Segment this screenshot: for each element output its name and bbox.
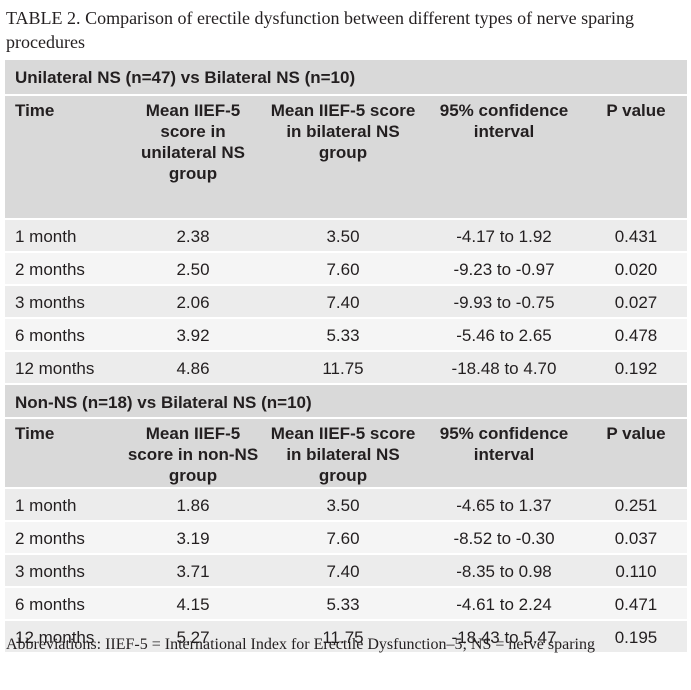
header-mean-group-b: Mean IIEF-5 score in bilateral NS group <box>270 101 416 162</box>
cell-mean-a: 3.71 <box>176 562 210 581</box>
table-row: 2 months 3.19 7.60 -8.52 to -0.30 0.037 <box>5 520 687 553</box>
cell-time: 3 months <box>15 562 85 581</box>
cell-ci: -9.23 to -0.97 <box>453 260 555 279</box>
cell-time: 6 months <box>15 326 85 345</box>
cell-p-value: 0.037 <box>614 529 658 548</box>
cell-mean-b: 3.50 <box>326 227 360 246</box>
cell-p-value: 0.192 <box>614 359 658 378</box>
cell-mean-a: 5.27 <box>176 628 210 647</box>
cell-mean-a: 3.19 <box>176 529 210 548</box>
header-time: Time <box>15 424 55 443</box>
header-mean-group-a: Mean IIEF-5 score in non-NS group <box>127 424 259 485</box>
cell-mean-a: 2.06 <box>176 293 210 312</box>
cell-time: 1 month <box>15 227 77 246</box>
cell-ci: -4.65 to 1.37 <box>456 496 552 515</box>
table-row: 3 months 2.06 7.40 -9.93 to -0.75 0.027 <box>5 284 687 317</box>
cell-mean-a: 3.92 <box>176 326 210 345</box>
cell-time: 3 months <box>15 293 85 312</box>
header-confidence-interval: 95% confidence interval <box>439 101 569 141</box>
cell-time: 2 months <box>15 529 85 548</box>
table-row: 12 months 5.27 11.75 -18.43 to 5.47 0.19… <box>5 619 687 652</box>
cell-mean-a: 1.86 <box>176 496 210 515</box>
cell-p-value: 0.020 <box>614 260 658 279</box>
cell-mean-b: 7.60 <box>326 260 360 279</box>
cell-p-value: 0.431 <box>614 227 658 246</box>
comparison-table: Unilateral NS (n=47) vs Bilateral NS (n=… <box>5 60 687 652</box>
header-p-value: P value <box>606 424 666 443</box>
header-time: Time <box>15 101 55 120</box>
cell-ci: -4.61 to 2.24 <box>456 595 552 614</box>
table-caption: TABLE 2. Comparison of erectile dysfunct… <box>6 6 686 54</box>
cell-time: 12 months <box>15 359 95 378</box>
cell-mean-b: 7.60 <box>326 529 360 548</box>
cell-mean-a: 2.38 <box>176 227 210 246</box>
abbreviations-footnote: Abbreviations: IIEF-5 = International In… <box>6 636 595 653</box>
table-row: 12 months 4.86 11.75 -18.48 to 4.70 0.19… <box>5 350 687 383</box>
table-row: 2 months 2.50 7.60 -9.23 to -0.97 0.020 <box>5 251 687 284</box>
cell-mean-b: 5.33 <box>326 595 360 614</box>
table-row: 3 months 3.71 7.40 -8.35 to 0.98 0.110 <box>5 553 687 586</box>
header-mean-group-b: Mean IIEF-5 score in bilateral NS group <box>270 424 416 485</box>
cell-ci: -4.17 to 1.92 <box>456 227 552 246</box>
cell-time: 2 months <box>15 260 85 279</box>
header-p-value: P value <box>606 101 666 120</box>
table-row: 6 months 3.92 5.33 -5.46 to 2.65 0.478 <box>5 317 687 350</box>
cell-mean-b: 7.40 <box>326 293 360 312</box>
cell-ci: -5.46 to 2.65 <box>456 326 552 345</box>
cell-mean-b: 3.50 <box>326 496 360 515</box>
cell-ci: -18.43 to 5.47 <box>451 628 557 647</box>
table-row: 1 month 1.86 3.50 -4.65 to 1.37 0.251 <box>5 487 687 520</box>
cell-mean-b: 5.33 <box>326 326 360 345</box>
cell-time: 12 months <box>15 628 95 647</box>
cell-time: 1 month <box>15 496 77 515</box>
cell-p-value: 0.471 <box>614 595 658 614</box>
cell-mean-a: 4.86 <box>176 359 210 378</box>
column-header-row: Time Mean IIEF-5 score in unilateral NS … <box>5 94 687 218</box>
caption-text: Comparison of erectile dysfunction betwe… <box>6 8 635 52</box>
cell-mean-a: 4.15 <box>176 595 210 614</box>
section-title: Unilateral NS (n=47) vs Bilateral NS (n=… <box>5 60 687 94</box>
cell-p-value: 0.478 <box>614 326 658 345</box>
cell-mean-b: 11.75 <box>322 628 364 647</box>
cell-mean-a: 2.50 <box>176 260 210 279</box>
section-title: Non-NS (n=18) vs Bilateral NS (n=10) <box>5 383 687 417</box>
cell-p-value: 0.195 <box>614 628 658 647</box>
table-row: 1 month 2.38 3.50 -4.17 to 1.92 0.431 <box>5 218 687 251</box>
cell-ci: -8.35 to 0.98 <box>456 562 552 581</box>
cell-p-value: 0.110 <box>615 562 657 581</box>
column-header-row: Time Mean IIEF-5 score in non-NS group M… <box>5 417 687 487</box>
cell-p-value: 0.027 <box>614 293 658 312</box>
caption-label: TABLE 2. <box>6 8 81 28</box>
cell-ci: -9.93 to -0.75 <box>453 293 555 312</box>
cell-mean-b: 7.40 <box>326 562 360 581</box>
table-row: 6 months 4.15 5.33 -4.61 to 2.24 0.471 <box>5 586 687 619</box>
header-mean-group-a: Mean IIEF-5 score in unilateral NS group <box>141 101 245 183</box>
cell-ci: -18.48 to 4.70 <box>451 359 557 378</box>
cell-p-value: 0.251 <box>614 496 658 515</box>
cell-mean-b: 11.75 <box>322 359 364 378</box>
header-confidence-interval: 95% confidence interval <box>439 424 569 464</box>
cell-ci: -8.52 to -0.30 <box>453 529 555 548</box>
cell-time: 6 months <box>15 595 85 614</box>
